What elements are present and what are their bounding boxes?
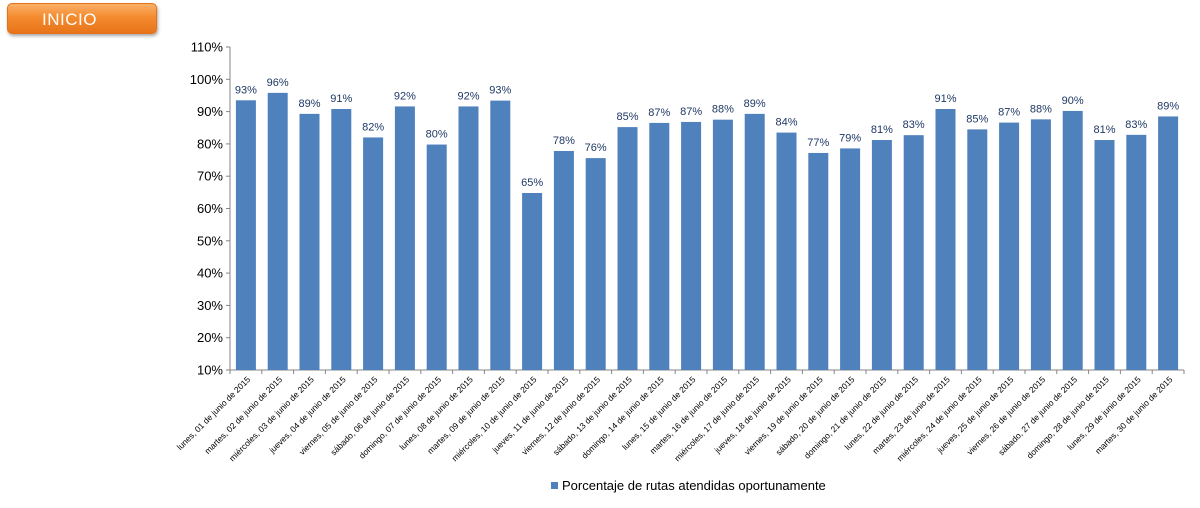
data-label: 79% bbox=[839, 132, 861, 144]
legend: Porcentaje de rutas atendidas oportuname… bbox=[551, 478, 826, 493]
data-label: 89% bbox=[1157, 100, 1179, 112]
bar bbox=[903, 135, 924, 370]
x-axis bbox=[229, 369, 1185, 374]
legend-swatch bbox=[551, 482, 558, 489]
bar bbox=[1094, 140, 1115, 370]
y-tick-label: 20% bbox=[197, 330, 223, 345]
bar bbox=[267, 92, 288, 370]
bar bbox=[967, 129, 988, 370]
bar bbox=[553, 151, 574, 370]
data-label: 87% bbox=[680, 106, 702, 118]
data-labels: 93% 96% 89% 91% 82% 92% 80% 92% 93% 65% 78% 76% 85% 8… bbox=[235, 77, 1179, 189]
bar bbox=[458, 106, 479, 370]
y-tick-label: 50% bbox=[197, 233, 223, 248]
y-tick-label: 90% bbox=[197, 104, 223, 119]
bars bbox=[235, 92, 1179, 371]
bar bbox=[522, 192, 543, 370]
y-tick-label: 40% bbox=[197, 266, 223, 281]
data-label: 76% bbox=[585, 142, 607, 154]
bar bbox=[744, 113, 765, 371]
y-tick-label: 80% bbox=[197, 136, 223, 151]
bar bbox=[712, 119, 733, 370]
data-label: 85% bbox=[966, 113, 988, 125]
y-axis: 10% 20% 30% 40% 50% 60% 70% 80% 90% 100% 110% bbox=[190, 40, 231, 378]
bar bbox=[840, 148, 861, 370]
data-label: 83% bbox=[1125, 119, 1147, 131]
y-tick-label: 70% bbox=[197, 169, 223, 184]
bar bbox=[681, 121, 702, 370]
bar bbox=[426, 144, 447, 370]
bar bbox=[1158, 116, 1179, 370]
inicio-button[interactable]: INICIO bbox=[7, 3, 157, 34]
bar bbox=[1126, 134, 1147, 370]
data-label: 89% bbox=[298, 98, 320, 110]
bar bbox=[935, 109, 956, 371]
data-label: 87% bbox=[998, 107, 1020, 119]
bar bbox=[490, 100, 511, 371]
bar bbox=[808, 152, 829, 370]
data-label: 92% bbox=[394, 90, 416, 102]
data-label: 82% bbox=[362, 121, 384, 133]
bar bbox=[585, 158, 606, 370]
bar bbox=[363, 137, 384, 370]
data-label: 83% bbox=[903, 119, 925, 131]
data-label: 77% bbox=[807, 137, 829, 149]
data-label: 93% bbox=[235, 84, 257, 96]
y-tick-label: 10% bbox=[197, 363, 223, 378]
bar bbox=[331, 109, 352, 371]
data-label: 88% bbox=[1030, 103, 1052, 115]
data-label: 91% bbox=[934, 93, 956, 105]
bar bbox=[299, 113, 320, 371]
y-tick-label: 110% bbox=[191, 40, 224, 55]
bar bbox=[617, 127, 638, 370]
legend-label: Porcentaje de rutas atendidas oportuname… bbox=[562, 478, 826, 493]
data-label: 90% bbox=[1062, 95, 1084, 107]
bar bbox=[871, 140, 892, 370]
data-label: 84% bbox=[775, 117, 797, 129]
data-label: 81% bbox=[871, 124, 893, 136]
y-tick-label: 60% bbox=[197, 201, 223, 216]
data-label: 88% bbox=[712, 104, 734, 116]
data-label: 80% bbox=[426, 129, 448, 141]
bar bbox=[235, 100, 256, 371]
bar bbox=[776, 132, 797, 370]
bar bbox=[999, 122, 1020, 370]
data-label: 65% bbox=[521, 177, 543, 189]
data-label: 96% bbox=[267, 77, 289, 89]
bar bbox=[649, 122, 670, 370]
data-label: 87% bbox=[648, 107, 670, 119]
data-label: 78% bbox=[553, 135, 575, 147]
y-tick-label: 30% bbox=[197, 298, 223, 313]
y-tick-label: 100% bbox=[190, 72, 224, 87]
data-label: 89% bbox=[744, 98, 766, 110]
data-label: 81% bbox=[1093, 124, 1115, 136]
data-label: 85% bbox=[616, 111, 638, 123]
bar bbox=[1030, 119, 1051, 371]
bar bbox=[1062, 110, 1083, 370]
data-label: 91% bbox=[330, 93, 352, 105]
bar bbox=[394, 106, 415, 370]
data-label: 92% bbox=[457, 90, 479, 102]
data-label: 93% bbox=[489, 85, 511, 97]
